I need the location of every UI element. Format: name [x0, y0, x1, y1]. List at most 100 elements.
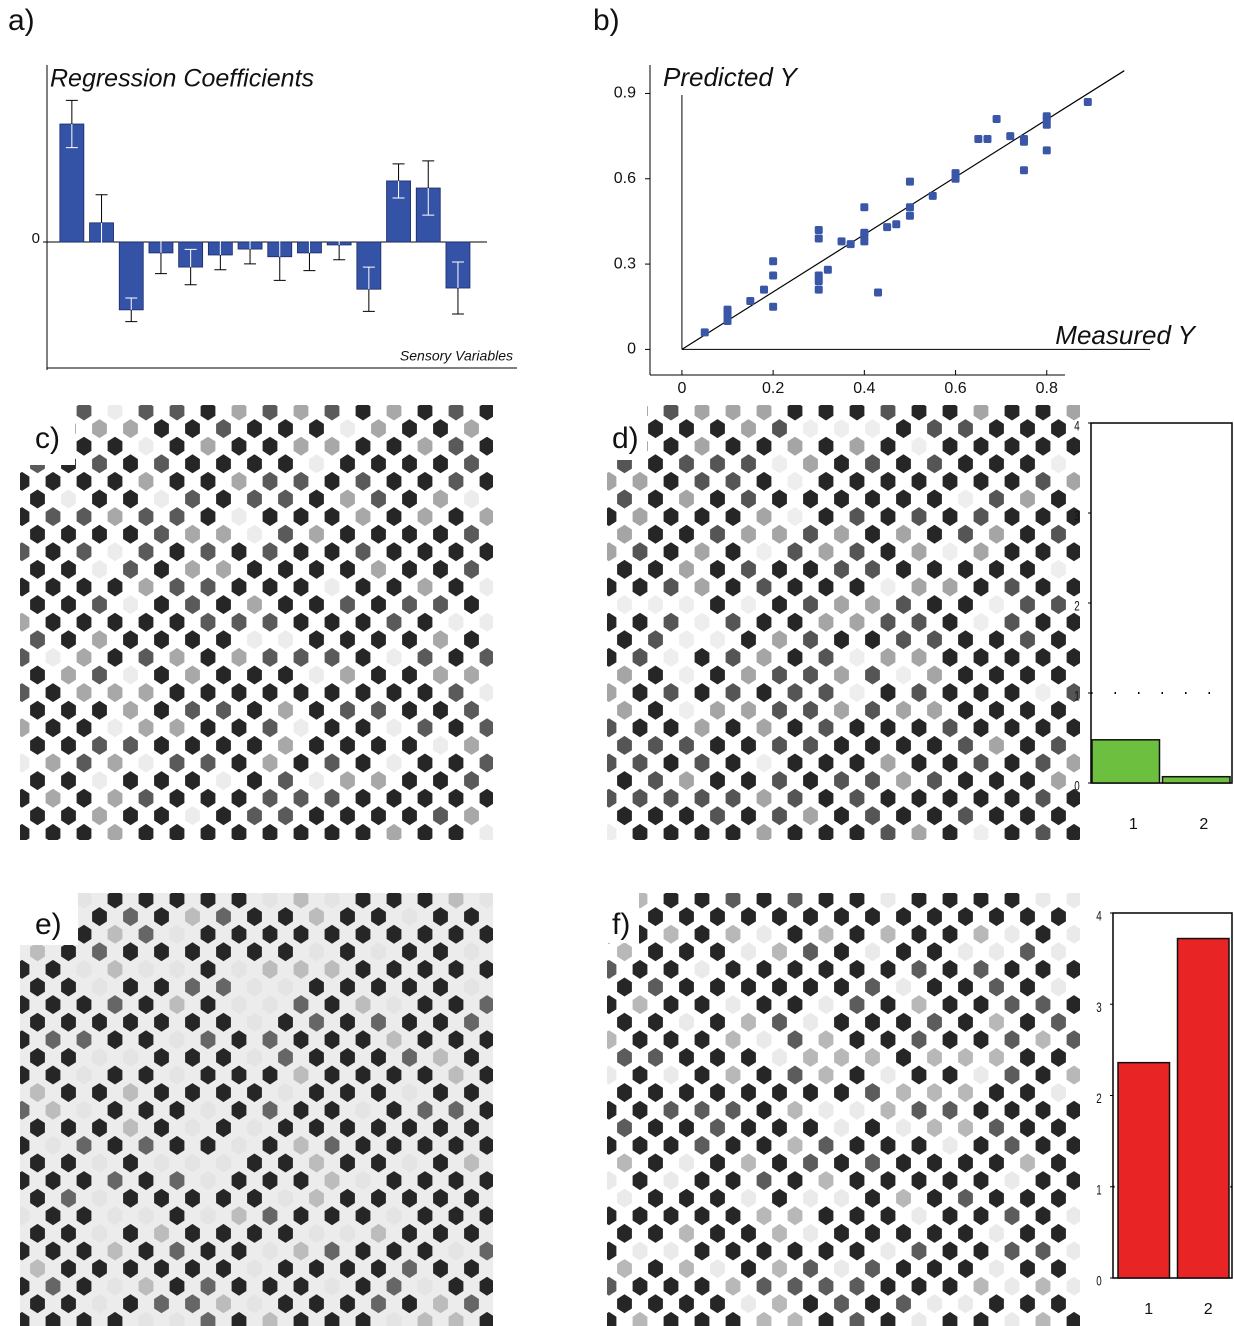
hex-cell: [262, 577, 278, 597]
hex-cell: [340, 806, 355, 826]
hex-cell: [433, 1153, 448, 1173]
hex-cell: [617, 595, 632, 615]
hex-cell: [803, 977, 818, 997]
hex-cell: [417, 471, 433, 491]
hex-cell: [107, 405, 123, 421]
hex-cell: [787, 1311, 803, 1326]
hex-cell: [958, 489, 973, 509]
hex-cell: [818, 1030, 834, 1050]
hex-cell: [479, 471, 493, 491]
hex-cell: [185, 559, 200, 579]
hex-cell: [896, 842, 911, 861]
hex-cell: [973, 577, 989, 597]
hex-cell: [958, 771, 973, 791]
hex-cell: [942, 959, 958, 979]
hex-cell: [30, 1153, 45, 1173]
hex-cell: [479, 1311, 493, 1326]
hex-cell: [107, 683, 123, 703]
point: [951, 169, 960, 178]
hex-cell: [107, 788, 123, 808]
hex-cell: [989, 842, 1004, 861]
hex-cell: [138, 823, 154, 840]
hex-cell: [834, 454, 849, 474]
hex-cell: [107, 577, 123, 597]
hex-cell: [880, 718, 896, 738]
hex-cell: [340, 771, 355, 791]
hex-cell: [355, 577, 371, 597]
hex-cell: [679, 489, 694, 509]
hex-cell: [989, 1118, 1004, 1138]
hex-cell: [849, 753, 865, 773]
hex-cell: [262, 924, 278, 944]
hex-cell: [216, 806, 231, 826]
hex-cell: [386, 1276, 402, 1296]
hex-cell: [417, 1241, 433, 1261]
hex-cell: [607, 788, 617, 808]
hex-cell: [958, 1047, 973, 1067]
hex-cell: [402, 1259, 417, 1279]
hex-cell: [725, 924, 741, 944]
hex-cell: [694, 1065, 710, 1085]
hex-cell: [386, 1241, 402, 1261]
hex-cell: [169, 1241, 185, 1261]
hex-cell: [154, 1047, 169, 1067]
hex-cell: [1066, 718, 1080, 738]
hex-cell: [1004, 1206, 1020, 1226]
hex-cell: [231, 1276, 247, 1296]
hex-cell: [1066, 1171, 1080, 1191]
hex-cell: [725, 507, 741, 527]
hex-cell: [216, 595, 231, 615]
hex-cell: [849, 683, 865, 703]
hex-cell: [371, 489, 386, 509]
hex-cell: [1004, 893, 1020, 909]
hex-cell: [309, 630, 324, 650]
hex-cell: [247, 1188, 262, 1208]
hex-cell: [942, 647, 958, 667]
hex-cell: [123, 942, 138, 962]
hex-cell: [355, 507, 371, 527]
hex-cell: [402, 419, 417, 439]
hex-cell: [324, 1241, 340, 1261]
hex-cell: [61, 1012, 76, 1032]
hex-cell: [262, 436, 278, 456]
hex-cell: [386, 683, 402, 703]
hex-cell: [247, 735, 262, 755]
hex-cell: [20, 1241, 30, 1261]
hex-cell: [1051, 1223, 1066, 1243]
point: [723, 316, 732, 325]
point: [769, 302, 778, 311]
hex-cell: [648, 630, 663, 650]
hex-cell: [1020, 1223, 1035, 1243]
hex-cell: [973, 823, 989, 840]
hex-cell: [973, 1276, 989, 1296]
hex-cell: [200, 507, 216, 527]
hex-cell: [371, 1259, 386, 1279]
hex-cell: [834, 489, 849, 509]
hex-cell: [61, 1083, 76, 1103]
hex-cell: [710, 907, 725, 927]
hex-cell: [262, 683, 278, 703]
hex-cell: [973, 612, 989, 632]
hex-cell: [1004, 788, 1020, 808]
hex-cell: [107, 1276, 123, 1296]
hex-cell: [448, 647, 464, 667]
hex-cell: [942, 1206, 958, 1226]
hex-cell: [200, 1311, 216, 1326]
point: [905, 177, 914, 186]
hex-cell: [787, 1100, 803, 1120]
hex-cell: [309, 1259, 324, 1279]
hex-cell: [76, 612, 92, 632]
hex-cell: [803, 665, 818, 685]
hex-cell: [1020, 735, 1035, 755]
hex-cell: [989, 630, 1004, 650]
hex-cell: [216, 1259, 231, 1279]
hex-cell: [278, 665, 293, 685]
hex-cell: [896, 1118, 911, 1138]
hex-cell: [293, 507, 309, 527]
hex-cell: [1066, 405, 1080, 421]
hex-cell: [1004, 507, 1020, 527]
hex-cell: [154, 700, 169, 720]
hex-cell: [231, 1241, 247, 1261]
hex-cell: [92, 1047, 107, 1067]
hex-cell: [324, 1030, 340, 1050]
